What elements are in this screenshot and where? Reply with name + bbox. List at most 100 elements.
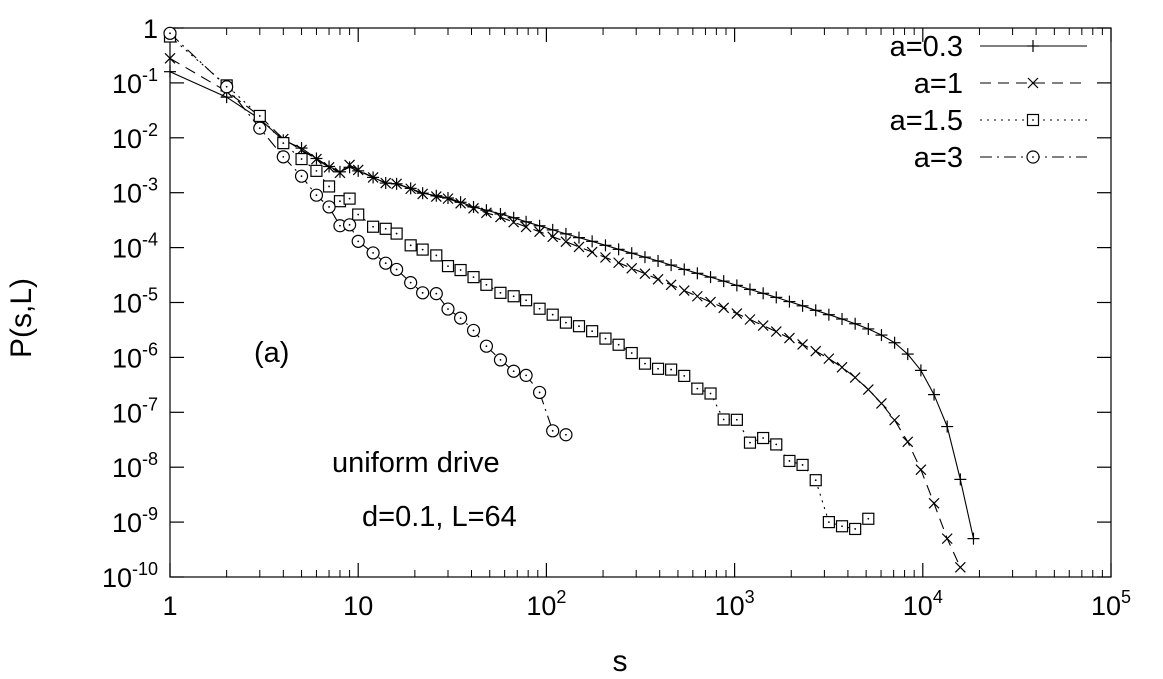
data-point <box>276 150 290 164</box>
data-point <box>311 153 322 165</box>
data-point <box>796 458 809 472</box>
data-point <box>352 208 365 221</box>
data-point <box>405 183 417 195</box>
data-point <box>343 192 356 205</box>
y-tick-label: 1 <box>143 14 158 44</box>
data-point <box>914 364 927 377</box>
y-tick-label: 10-4 <box>112 230 158 264</box>
drive-annotation: uniform drive <box>332 447 500 479</box>
data-point <box>796 299 809 312</box>
data-point <box>391 178 403 190</box>
data-point <box>809 304 822 317</box>
data-point <box>352 164 365 177</box>
data-point <box>836 361 848 373</box>
data-point <box>967 532 980 545</box>
data-point <box>546 424 560 438</box>
data-point <box>573 241 585 253</box>
data-point <box>559 227 572 240</box>
x-tick-label: 105 <box>1091 587 1131 621</box>
data-point <box>941 420 954 433</box>
data-point <box>454 263 467 277</box>
data-point <box>612 338 625 351</box>
data-point <box>757 431 770 445</box>
data-point <box>367 220 380 233</box>
data-point <box>164 65 176 78</box>
data-point <box>638 357 652 370</box>
data-point <box>479 339 494 353</box>
data-point <box>295 142 308 155</box>
data-point <box>705 296 716 308</box>
data-point <box>783 295 796 308</box>
series-line <box>169 57 961 568</box>
data-point <box>704 387 717 400</box>
data-point <box>783 454 796 468</box>
data-point <box>599 332 612 345</box>
data-point <box>519 294 533 307</box>
data-point <box>532 385 547 400</box>
data-point <box>888 336 901 349</box>
data-point <box>480 278 493 291</box>
data-point <box>941 533 953 545</box>
plot-frame <box>169 27 1112 578</box>
data-point <box>678 369 691 383</box>
data-point <box>253 109 266 123</box>
data-point <box>494 286 507 299</box>
data-point <box>809 474 822 487</box>
data-point <box>352 164 364 176</box>
data-point <box>546 308 559 321</box>
data-point <box>889 414 901 426</box>
data-point <box>586 325 599 338</box>
data-point <box>691 290 703 302</box>
data-point <box>220 80 234 94</box>
data-point <box>625 346 638 360</box>
data-point <box>441 302 455 316</box>
data-point <box>625 247 638 260</box>
data-point <box>744 314 756 325</box>
legend-entry: a=1.5 <box>890 105 1087 137</box>
data-point <box>404 276 418 290</box>
data-point <box>822 515 835 529</box>
data-point <box>876 398 887 409</box>
data-point <box>546 223 559 236</box>
data-point <box>691 267 704 280</box>
legend-marker <box>1026 113 1040 127</box>
data-point <box>507 364 521 378</box>
data-point <box>717 413 730 426</box>
y-tick-label: 10-8 <box>112 449 158 483</box>
annotations: (a) uniform drive d=0.1, L=64 <box>254 337 517 533</box>
data-point <box>416 286 430 300</box>
data-point <box>613 257 625 269</box>
data-point <box>665 259 678 272</box>
data-point <box>322 180 336 193</box>
data-point <box>351 234 365 248</box>
data-point <box>453 311 468 325</box>
data-point <box>731 308 743 319</box>
data-point <box>533 302 546 315</box>
y-axis-label: P(s,L) <box>5 278 38 358</box>
x-tick-label: 103 <box>715 587 755 621</box>
series-line <box>169 36 869 530</box>
y-tick-label: 10-5 <box>112 285 158 319</box>
data-point <box>367 171 379 183</box>
data-point <box>836 313 849 326</box>
data-point <box>334 167 346 179</box>
data-point <box>390 262 404 277</box>
x-ticks: 1 10 102 103 104 105 <box>162 28 1131 621</box>
legend-entry: a=1 <box>914 68 1087 100</box>
data-point <box>652 255 665 268</box>
data-point <box>665 279 677 291</box>
data-point <box>534 226 546 238</box>
x-tick-label: 1 <box>162 591 177 621</box>
data-point <box>468 202 479 214</box>
legend-label: a=3 <box>914 142 963 174</box>
data-point <box>797 339 808 350</box>
series-line <box>169 71 975 539</box>
data-point <box>333 165 346 178</box>
data-point <box>366 246 380 260</box>
legend-label: a=1 <box>914 68 963 100</box>
x-tick-label: 102 <box>526 587 566 621</box>
data-point <box>718 302 730 314</box>
y-tick-label: 10-6 <box>112 339 158 373</box>
data-point <box>586 235 599 248</box>
data-point <box>915 464 927 476</box>
